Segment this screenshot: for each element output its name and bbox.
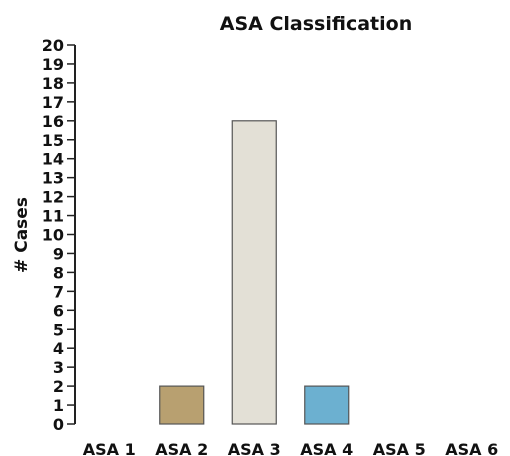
x-tick-label: ASA 3 <box>228 440 281 456</box>
y-tick-label: 13 <box>42 169 64 188</box>
y-tick-label: 20 <box>42 36 64 55</box>
y-tick-label: 17 <box>42 93 64 112</box>
y-tick-label: 1 <box>53 396 64 415</box>
y-tick-label: 9 <box>53 244 64 263</box>
y-tick-label: 7 <box>53 282 64 301</box>
y-tick-label: 0 <box>53 415 64 434</box>
x-axis-ticks: ASA 1 ASA 2 ASA 3 ASA 4 ASA 5 ASA 6 <box>83 440 499 456</box>
y-tick-label: 10 <box>42 226 64 245</box>
bar-asa-3 <box>231 120 277 425</box>
y-tick-label: 3 <box>53 358 64 377</box>
y-tick-label: 16 <box>42 112 64 131</box>
y-tick-label: 11 <box>42 207 64 226</box>
y-tick-label: 4 <box>53 339 64 358</box>
x-tick-label: ASA 6 <box>445 440 498 456</box>
y-tick-label: 12 <box>42 188 64 207</box>
x-tick-label: ASA 5 <box>373 440 426 456</box>
y-tick-label: 14 <box>42 150 64 169</box>
x-tick-label: ASA 2 <box>155 440 208 456</box>
chart-title: ASA Classification <box>220 13 412 35</box>
bar-asa-2 <box>159 385 205 425</box>
x-tick-label: ASA 4 <box>300 440 353 456</box>
y-tick-label: 5 <box>53 320 64 339</box>
y-tick-label: 15 <box>42 131 64 150</box>
x-tick-label: ASA 1 <box>83 440 136 456</box>
y-tick-label: 6 <box>53 301 64 320</box>
y-tick-label: 19 <box>42 55 64 74</box>
y-tick-label: 8 <box>53 263 64 282</box>
y-tick-label: 2 <box>53 377 64 396</box>
y-tick-label: 18 <box>42 74 64 93</box>
bar-series <box>159 120 350 425</box>
y-axis-label: # Cases <box>12 197 32 273</box>
bar-asa-4 <box>304 385 350 425</box>
